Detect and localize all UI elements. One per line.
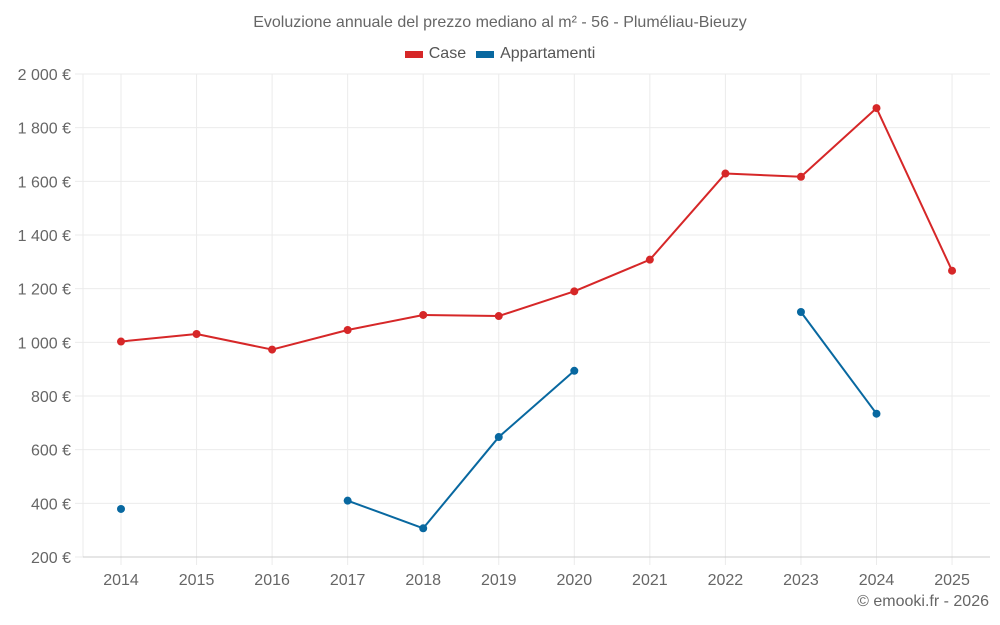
series-appartamenti bbox=[117, 308, 881, 533]
point-case-2015 bbox=[192, 330, 201, 339]
line-segment-appartamenti bbox=[422, 436, 500, 530]
point-appartamenti-2018 bbox=[419, 524, 428, 533]
line-segment-case bbox=[497, 290, 576, 318]
x-tick-label: 2022 bbox=[708, 572, 744, 589]
x-tick-label: 2016 bbox=[254, 572, 290, 589]
point-case-2022 bbox=[721, 169, 730, 178]
line-segment-appartamenti bbox=[497, 369, 576, 439]
point-appartamenti-2017 bbox=[343, 496, 352, 505]
point-case-2016 bbox=[268, 345, 277, 354]
x-tick-label: 2021 bbox=[632, 572, 668, 589]
y-tick-label: 200 € bbox=[31, 550, 71, 567]
x-tick-label: 2017 bbox=[330, 572, 366, 589]
x-tick-label: 2014 bbox=[103, 572, 139, 589]
point-case-2020 bbox=[570, 287, 579, 296]
legend-label-case: Case bbox=[428, 45, 467, 62]
point-case-2018 bbox=[419, 310, 428, 319]
point-case-2014 bbox=[117, 337, 125, 346]
x-tick-label: 2020 bbox=[557, 572, 593, 589]
line-segment-case bbox=[195, 333, 274, 351]
point-appartamenti-2020 bbox=[570, 366, 579, 375]
chart-title: Evoluzione annuale del prezzo mediano al… bbox=[253, 14, 747, 31]
y-tick-label: 800 € bbox=[31, 389, 71, 406]
y-tick-label: 1 800 € bbox=[18, 121, 71, 138]
line-segment-case bbox=[724, 172, 802, 178]
point-appartamenti-2014 bbox=[117, 504, 125, 513]
y-tick-label: 1 400 € bbox=[18, 228, 71, 245]
legend-item-case[interactable]: Case bbox=[404, 45, 467, 63]
axes: 200 € 400 € 600 € 800 € 1 000 € 1 200 € 1 400 … bbox=[18, 67, 990, 589]
series-layer bbox=[117, 104, 957, 533]
line-segment-case bbox=[422, 313, 500, 318]
x-tick-label: 2023 bbox=[783, 572, 819, 589]
y-tick-label: 2 000 € bbox=[18, 67, 71, 84]
point-case-2023 bbox=[796, 172, 805, 181]
x-tick-label: 2025 bbox=[934, 572, 970, 589]
credit-text: © emooki.fr - 2026 bbox=[857, 593, 989, 610]
y-tick-label: 400 € bbox=[31, 496, 71, 513]
line-segment-case bbox=[573, 258, 651, 293]
point-case-2025 bbox=[948, 266, 957, 275]
legend-swatch-appartamenti bbox=[476, 50, 495, 58]
y-tick-label: 1 600 € bbox=[18, 174, 71, 191]
line-segment-case bbox=[648, 172, 727, 261]
line-segment-case bbox=[271, 328, 349, 351]
point-appartamenti-2023 bbox=[796, 308, 805, 317]
point-appartamenti-2019 bbox=[494, 433, 503, 442]
y-tick-label: 1 000 € bbox=[18, 335, 71, 352]
x-tick-label: 2018 bbox=[405, 572, 441, 589]
line-segment-case bbox=[875, 107, 954, 272]
x-tick-label: 2015 bbox=[179, 572, 215, 589]
point-case-2019 bbox=[494, 312, 503, 321]
point-case-2021 bbox=[645, 255, 654, 264]
legend-item-appartamenti[interactable]: Appartamenti bbox=[476, 45, 595, 63]
line-segment-case bbox=[799, 107, 878, 178]
line-segment-case bbox=[346, 313, 425, 331]
series-case bbox=[117, 104, 957, 354]
x-tick-label: 2024 bbox=[859, 572, 895, 589]
legend-swatch-case bbox=[404, 50, 423, 58]
legend: Case Appartamenti bbox=[0, 45, 1000, 63]
line-segment-appartamenti bbox=[346, 499, 425, 530]
legend-label-appartamenti: Appartamenti bbox=[500, 45, 596, 62]
point-case-2017 bbox=[343, 325, 352, 334]
point-case-2024 bbox=[872, 104, 881, 113]
grid bbox=[75, 73, 990, 565]
y-tick-label: 1 200 € bbox=[18, 282, 71, 299]
line-segment-case bbox=[120, 333, 198, 343]
y-tick-label: 600 € bbox=[31, 443, 71, 460]
point-appartamenti-2024 bbox=[872, 409, 881, 418]
x-tick-label: 2019 bbox=[481, 572, 517, 589]
line-segment-appartamenti bbox=[799, 311, 878, 415]
